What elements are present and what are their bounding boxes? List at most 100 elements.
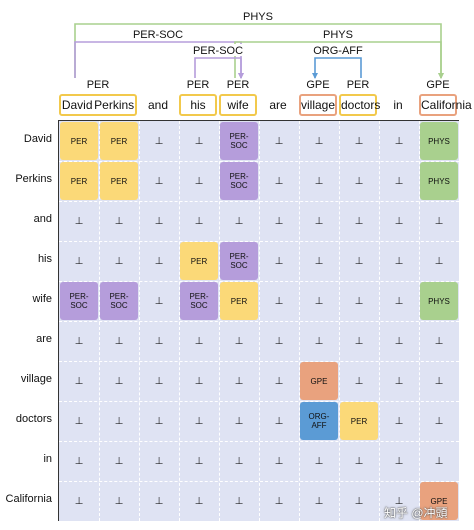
- null-cell: ⊥: [314, 295, 324, 307]
- null-cell: ⊥: [194, 175, 204, 187]
- token: are: [269, 98, 287, 112]
- null-cell: ⊥: [234, 495, 244, 507]
- null-cell: ⊥: [274, 375, 284, 387]
- null-cell: ⊥: [234, 375, 244, 387]
- null-cell: ⊥: [314, 455, 324, 467]
- null-cell: ⊥: [274, 175, 284, 187]
- null-cell: ⊥: [394, 495, 404, 507]
- matrix-block: GPE: [300, 362, 338, 400]
- token: and: [147, 98, 169, 112]
- relation-arc-3: PER-SOC: [191, 44, 245, 79]
- grid-line: [59, 361, 459, 362]
- null-cell: ⊥: [354, 175, 364, 187]
- null-cell: ⊥: [234, 455, 244, 467]
- null-cell: ⊥: [274, 495, 284, 507]
- null-cell: ⊥: [74, 415, 84, 427]
- matrix-block-label: PER: [70, 136, 88, 146]
- null-cell: ⊥: [314, 255, 324, 267]
- grid-line: [379, 121, 380, 521]
- null-cell: ⊥: [434, 215, 444, 227]
- entity-box-1: his: [179, 94, 217, 116]
- null-cell: ⊥: [194, 455, 204, 467]
- null-cell: ⊥: [194, 415, 204, 427]
- null-cell: ⊥: [154, 215, 164, 227]
- null-cell: ⊥: [114, 335, 124, 347]
- row-label: in: [43, 453, 52, 465]
- grid-line: [59, 481, 459, 482]
- relation-label: PER-SOC: [133, 29, 183, 41]
- matrix-block-label: PHYS: [428, 176, 450, 186]
- matrix-block: PER: [180, 242, 218, 280]
- relation-arcs: PHYS PER-SOC PHYS PER-SOC ORG-AFF: [74, 10, 444, 79]
- null-cell: ⊥: [114, 375, 124, 387]
- relation-label: PHYS: [243, 11, 273, 23]
- null-cell: ⊥: [74, 335, 84, 347]
- matrix-block-label: PER- SOC: [229, 132, 249, 150]
- grid-line: [339, 121, 340, 521]
- null-cell: ⊥: [154, 415, 164, 427]
- matrix-block: PER- SOC: [180, 282, 218, 320]
- matrix-block-label: GPE: [310, 376, 328, 386]
- entity-box-4: doctors: [339, 94, 380, 116]
- null-cell: ⊥: [234, 335, 244, 347]
- grid-line: [299, 121, 300, 521]
- null-cell: ⊥: [434, 255, 444, 267]
- row-label: Perkins: [15, 173, 52, 185]
- matrix-block-label: PER- SOC: [189, 292, 209, 310]
- token: David: [61, 98, 93, 112]
- null-cell: ⊥: [354, 215, 364, 227]
- entity-box-0: David Perkins: [59, 94, 137, 116]
- null-cell: ⊥: [394, 215, 404, 227]
- matrix-block-label: PER- SOC: [229, 252, 249, 270]
- relation-arc-2: PHYS: [234, 28, 444, 79]
- null-cell: ⊥: [434, 335, 444, 347]
- token: village: [301, 98, 336, 112]
- null-cell: ⊥: [154, 335, 164, 347]
- matrix-block-label: PER: [110, 136, 128, 146]
- matrix-block: PER: [60, 162, 98, 200]
- token: wife: [227, 98, 249, 112]
- matrix-block-label: PER: [230, 296, 248, 306]
- null-cell: ⊥: [194, 135, 204, 147]
- relation-arc-4: ORG-AFF: [311, 44, 365, 79]
- matrix-block-label: PER- SOC: [109, 292, 129, 310]
- null-cell: ⊥: [274, 255, 284, 267]
- null-cell: ⊥: [114, 255, 124, 267]
- null-cell: ⊥: [114, 215, 124, 227]
- entity-box-3: village: [299, 94, 337, 116]
- row-label: his: [37, 253, 52, 265]
- grid-line: [59, 401, 459, 402]
- null-cell: ⊥: [154, 375, 164, 387]
- null-cell: ⊥: [394, 335, 404, 347]
- null-cell: ⊥: [394, 135, 404, 147]
- null-cell: ⊥: [114, 455, 124, 467]
- token: California: [421, 98, 472, 112]
- matrix-block: ORG- AFF: [300, 402, 338, 440]
- null-cell: ⊥: [234, 215, 244, 227]
- entity-type-label: PER: [226, 79, 250, 91]
- relation-label: PHYS: [323, 29, 353, 41]
- null-cell: ⊥: [354, 455, 364, 467]
- null-cell: ⊥: [274, 215, 284, 227]
- matrix-block: PER- SOC: [100, 282, 138, 320]
- null-cell: ⊥: [194, 215, 204, 227]
- matrix-block: PER: [60, 122, 98, 160]
- null-cell: ⊥: [314, 175, 324, 187]
- matrix-block: PHYS: [420, 282, 458, 320]
- row-label: village: [20, 373, 52, 385]
- relation-label: PER-SOC: [193, 45, 243, 57]
- matrix-block: PER: [220, 282, 258, 320]
- entity-type-label: PER: [346, 79, 370, 91]
- null-cell: ⊥: [274, 335, 284, 347]
- matrix-block-label: PER: [70, 176, 88, 186]
- token: his: [190, 98, 206, 112]
- matrix-block: PER- SOC: [60, 282, 98, 320]
- matrix-block-label: PER- SOC: [69, 292, 89, 310]
- null-cell: ⊥: [394, 455, 404, 467]
- row-label: wife: [32, 293, 52, 305]
- matrix-block: PHYS: [420, 162, 458, 200]
- matrix-block-label: PHYS: [428, 136, 450, 146]
- matrix-block-label: PER: [190, 256, 208, 266]
- entity-box-2: wife: [219, 94, 257, 116]
- row-label: are: [36, 333, 52, 345]
